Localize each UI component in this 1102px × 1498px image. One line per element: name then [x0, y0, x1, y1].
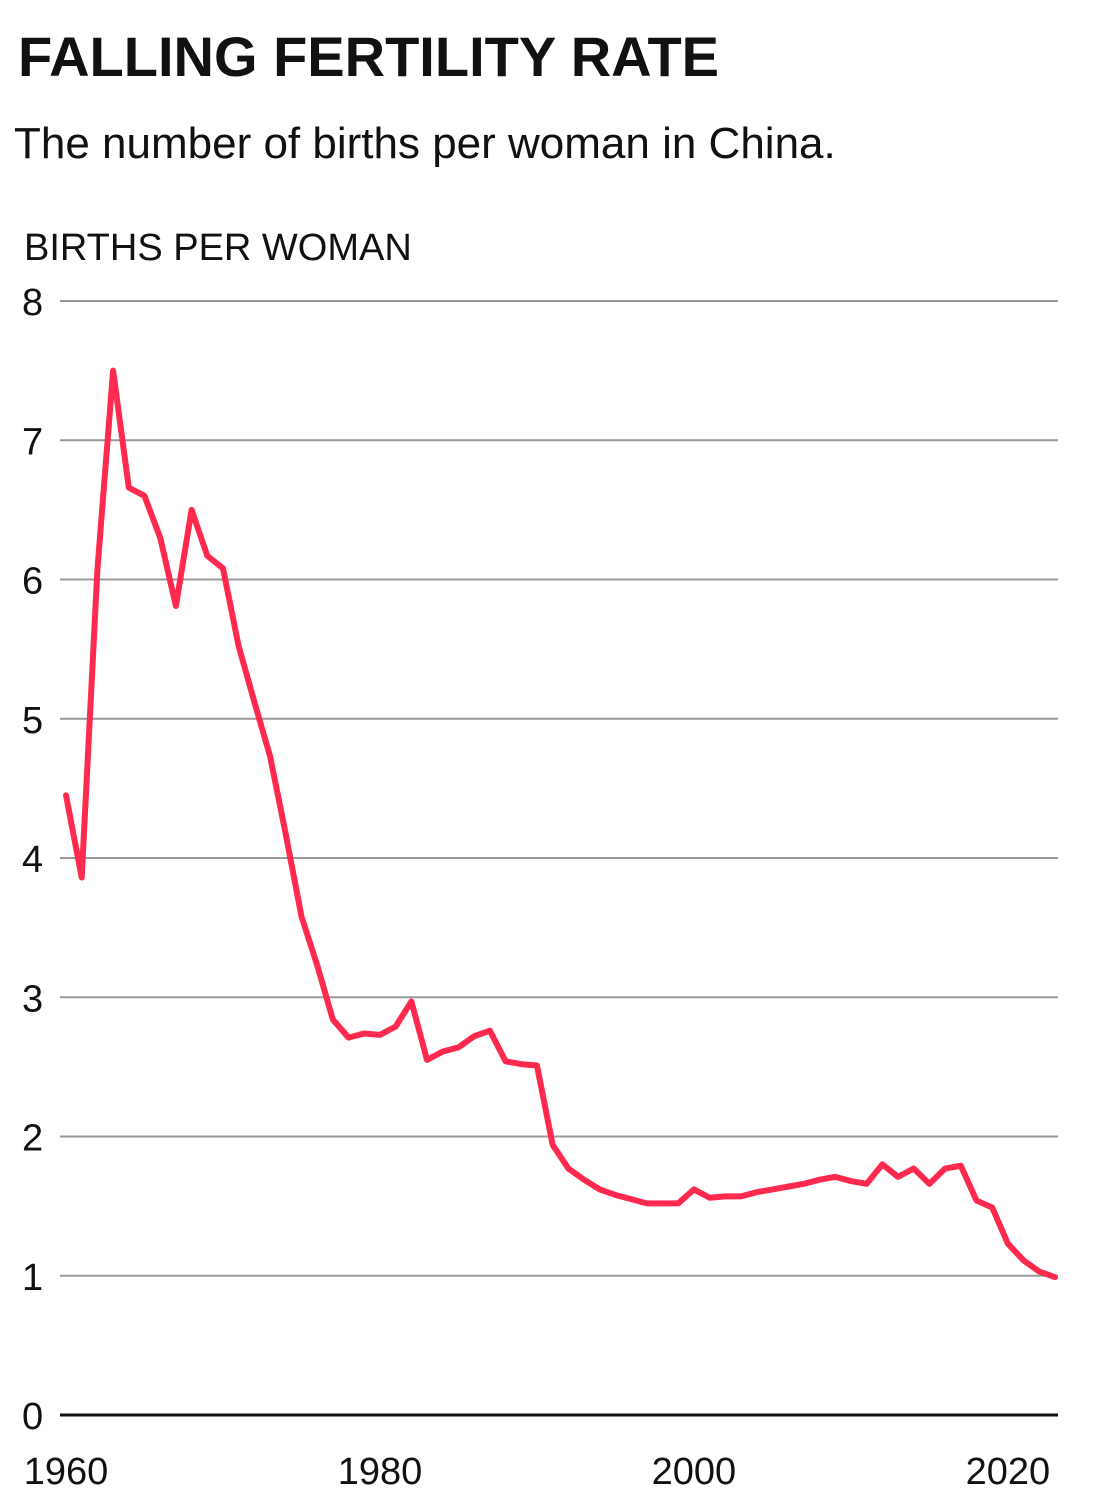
x-tick-label: 1960 [24, 1451, 109, 1493]
y-tick-label: 8 [22, 282, 43, 324]
y-tick-label: 5 [22, 700, 43, 742]
y-tick-label: 3 [22, 978, 43, 1020]
y-tick-label: 7 [22, 421, 43, 463]
y-tick-label: 0 [22, 1396, 43, 1438]
chart-title: FALLING FERTILITY RATE [18, 25, 719, 88]
y-tick-label: 1 [22, 1257, 43, 1299]
x-tick-label: 2000 [652, 1451, 737, 1493]
chart-subtitle: The number of births per woman in China. [14, 119, 836, 168]
y-tick-label: 4 [22, 839, 43, 881]
x-tick-label: 2020 [966, 1451, 1051, 1493]
y-tick-label: 2 [22, 1118, 43, 1160]
x-tick-label: 1980 [338, 1451, 423, 1493]
y-axis-label: BIRTHS PER WOMAN [24, 227, 412, 269]
data-line [63, 367, 1058, 1281]
y-tick-label: 6 [22, 561, 43, 603]
